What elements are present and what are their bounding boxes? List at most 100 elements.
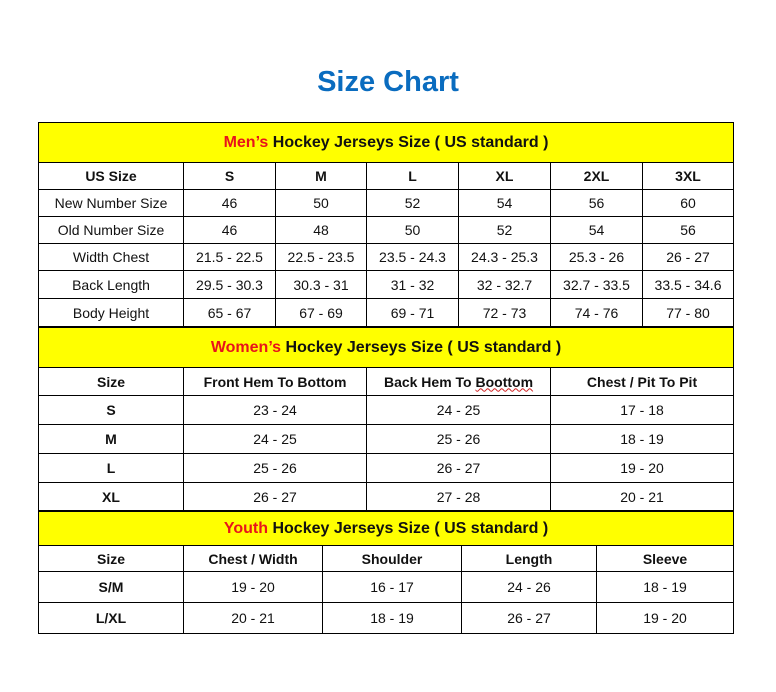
column-header-label: XL [495, 168, 514, 184]
table-cell: 23 - 24 [183, 395, 367, 425]
table-cell: 24 - 25 [183, 424, 367, 454]
spellcheck-word: Boottom [475, 373, 534, 390]
column-header-label: Chest / Pit To Pit [586, 373, 698, 390]
table-row: L 25 - 26 26 - 27 19 - 20 [38, 453, 735, 483]
column-header-label: Back Hem To Boottom [384, 374, 533, 390]
column-header-label: Chest / Width [208, 550, 298, 567]
table-cell: 31 - 32 [366, 270, 459, 299]
row-label: Body Height [38, 298, 184, 327]
column-header: XL [458, 162, 551, 190]
section-heading-text: Hockey Jerseys Size ( US standard ) [268, 519, 549, 537]
row-label: Old Number Size [38, 216, 184, 244]
column-header-label: S [224, 168, 235, 184]
column-header: Size [38, 545, 184, 572]
column-header-label: 2XL [583, 168, 610, 184]
table-cell: 16 - 17 [322, 571, 462, 603]
column-header-label: M [315, 168, 327, 184]
column-header: Back Hem To Boottom [366, 367, 551, 396]
column-header-label: Shoulder [361, 550, 423, 567]
column-header: US Size [38, 162, 184, 190]
table-cell: 72 - 73 [458, 298, 551, 327]
row-label: XL [38, 482, 184, 511]
women-header-row: Size Front Hem To Bottom Back Hem To Boott… [38, 367, 735, 396]
table-cell: 32 - 32.7 [458, 270, 551, 299]
table-cell: 69 - 71 [366, 298, 459, 327]
table-cell: 26 - 27 [461, 602, 597, 634]
column-header-label: US Size [85, 168, 137, 184]
row-label: L [38, 453, 184, 483]
row-label: S [38, 395, 184, 425]
table-cell: 60 [641, 189, 735, 217]
table-cell: 20 - 21 [549, 482, 735, 511]
men-header-row: US Size S M L XL 2XL 3XL [38, 162, 735, 190]
table-cell: 23.5 - 24.3 [366, 243, 459, 271]
section-title: Men’s Hockey Jerseys Size ( US standard … [37, 122, 735, 163]
column-header: Sleeve [595, 545, 735, 572]
table-row: L/XL 20 - 21 18 - 19 26 - 27 19 - 20 [38, 602, 735, 634]
column-header: L [366, 162, 459, 190]
section-highlight: Men’s [223, 133, 269, 151]
table-cell: 25 - 26 [366, 424, 551, 454]
table-row: Body Height 65 - 67 67 - 69 69 - 71 72 - 73 7… [38, 298, 735, 327]
column-header: 3XL [641, 162, 735, 190]
youth-section-heading: Youth Hockey Jerseys Size ( US standard … [37, 511, 735, 546]
table-cell: 27 - 28 [366, 482, 551, 511]
table-cell: 52 [366, 189, 459, 217]
table-cell: 24.3 - 25.3 [458, 243, 551, 271]
section-highlight: Women’s [210, 338, 282, 356]
table-cell: 29.5 - 30.3 [183, 270, 276, 299]
table-cell: 26 - 27 [366, 453, 551, 483]
column-header: Size [38, 367, 184, 396]
table-row: Width Chest 21.5 - 22.5 22.5 - 23.5 23.5 - … [38, 243, 735, 271]
column-header-label: Sleeve [642, 550, 688, 567]
column-header-label: Size [96, 550, 125, 567]
table-cell: 48 [275, 216, 367, 244]
table-cell: 65 - 67 [183, 298, 276, 327]
table-row: S/M 19 - 20 16 - 17 24 - 26 18 - 19 [38, 571, 735, 603]
table-cell: 54 [550, 216, 643, 244]
row-label: L/XL [38, 602, 184, 634]
column-header: Chest / Width [183, 545, 323, 572]
table-row: XL 26 - 27 27 - 28 20 - 21 [38, 482, 735, 511]
table-cell: 32.7 - 33.5 [550, 270, 643, 299]
column-header-label: Size [96, 373, 125, 390]
table-cell: 77 - 80 [641, 298, 735, 327]
table-cell: 17 - 18 [549, 395, 735, 425]
row-label: M [38, 424, 184, 454]
table-cell: 18 - 19 [595, 571, 735, 603]
table-cell: 25 - 26 [183, 453, 367, 483]
table-cell: 24 - 25 [366, 395, 551, 425]
table-row: Old Number Size 46 48 50 52 54 56 [38, 216, 735, 244]
table-cell: 67 - 69 [275, 298, 367, 327]
column-header-label: L [408, 168, 417, 184]
section-heading-text: Hockey Jerseys Size ( US standard ) [268, 133, 549, 151]
table-cell: 25.3 - 26 [550, 243, 643, 271]
section-highlight: Youth [223, 519, 269, 537]
table-cell: 52 [458, 216, 551, 244]
table-cell: 26 - 27 [641, 243, 735, 271]
column-header: Front Hem To Bottom [183, 367, 367, 396]
column-header-label: Length [505, 550, 553, 567]
table-cell: 19 - 20 [595, 602, 735, 634]
column-header-label: 3XL [675, 168, 701, 184]
table-cell: 18 - 19 [549, 424, 735, 454]
row-label: S/M [38, 571, 184, 603]
column-header: Shoulder [322, 545, 462, 572]
table-cell: 21.5 - 22.5 [183, 243, 276, 271]
column-header: Chest / Pit To Pit [549, 367, 735, 396]
column-header: M [275, 162, 367, 190]
page-title: Size Chart [317, 66, 459, 98]
table-cell: 20 - 21 [183, 602, 323, 634]
column-header: 2XL [550, 162, 643, 190]
section-title: Youth Hockey Jerseys Size ( US standard … [37, 511, 735, 546]
table-row: S 23 - 24 24 - 25 17 - 18 [38, 395, 735, 425]
row-label: New Number Size [38, 189, 184, 217]
table-cell: 56 [550, 189, 643, 217]
row-label: Back Length [38, 270, 184, 299]
table-cell: 46 [183, 216, 276, 244]
table-cell: 50 [366, 216, 459, 244]
column-header: S [183, 162, 276, 190]
youth-header-row: Size Chest / Width Shoulder Length Sleeve [38, 545, 735, 572]
table-cell: 26 - 27 [183, 482, 367, 511]
table-cell: 74 - 76 [550, 298, 643, 327]
